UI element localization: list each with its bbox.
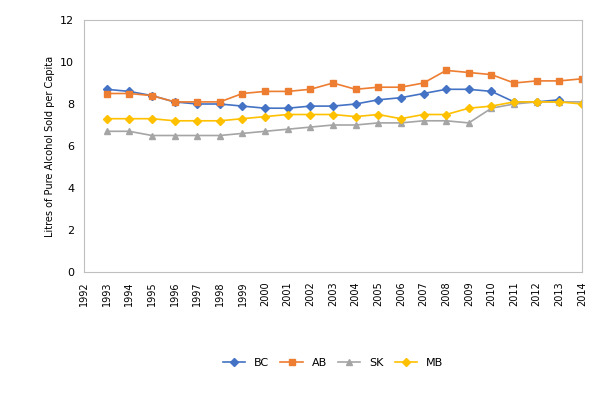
- MB: [374, 112, 382, 117]
- MB: [262, 114, 269, 119]
- Line: MB: MB: [104, 99, 585, 124]
- AB: [420, 81, 427, 86]
- BC: [533, 100, 541, 104]
- SK: [488, 106, 495, 111]
- SK: [374, 120, 382, 125]
- SK: [262, 129, 269, 134]
- AB: [374, 85, 382, 90]
- BC: [307, 104, 314, 108]
- SK: [216, 133, 223, 138]
- AB: [397, 85, 404, 90]
- SK: [465, 120, 472, 125]
- MB: [420, 112, 427, 117]
- BC: [465, 87, 472, 92]
- AB: [125, 91, 133, 96]
- AB: [511, 81, 518, 86]
- MB: [194, 118, 201, 123]
- SK: [420, 118, 427, 123]
- Y-axis label: Litres of Pure Alcohol Sold per Capita: Litres of Pure Alcohol Sold per Capita: [44, 56, 55, 236]
- MB: [284, 112, 292, 117]
- BC: [443, 87, 450, 92]
- SK: [284, 127, 292, 132]
- Line: BC: BC: [104, 86, 562, 111]
- Legend: BC, AB, SK, MB: BC, AB, SK, MB: [218, 353, 448, 372]
- AB: [216, 100, 223, 104]
- AB: [443, 68, 450, 73]
- BC: [511, 100, 518, 104]
- BC: [171, 100, 178, 104]
- BC: [374, 98, 382, 102]
- MB: [329, 112, 337, 117]
- AB: [352, 87, 359, 92]
- MB: [533, 100, 541, 104]
- MB: [125, 116, 133, 121]
- BC: [352, 102, 359, 106]
- SK: [125, 129, 133, 134]
- SK: [511, 102, 518, 106]
- AB: [239, 91, 246, 96]
- AB: [465, 70, 472, 75]
- MB: [443, 112, 450, 117]
- BC: [216, 102, 223, 106]
- BC: [194, 102, 201, 106]
- BC: [239, 104, 246, 108]
- AB: [284, 89, 292, 94]
- AB: [307, 87, 314, 92]
- AB: [262, 89, 269, 94]
- AB: [171, 100, 178, 104]
- SK: [556, 100, 563, 104]
- SK: [329, 122, 337, 127]
- SK: [443, 118, 450, 123]
- AB: [194, 100, 201, 104]
- MB: [239, 116, 246, 121]
- BC: [556, 98, 563, 102]
- MB: [352, 114, 359, 119]
- AB: [578, 76, 586, 81]
- BC: [284, 106, 292, 111]
- AB: [556, 78, 563, 83]
- SK: [239, 131, 246, 136]
- BC: [488, 89, 495, 94]
- AB: [148, 93, 155, 98]
- BC: [262, 106, 269, 111]
- SK: [148, 133, 155, 138]
- SK: [533, 100, 541, 104]
- SK: [307, 125, 314, 130]
- AB: [533, 78, 541, 83]
- SK: [103, 129, 110, 134]
- MB: [171, 118, 178, 123]
- MB: [397, 116, 404, 121]
- MB: [488, 104, 495, 108]
- Line: SK: SK: [104, 99, 585, 138]
- BC: [148, 93, 155, 98]
- BC: [329, 104, 337, 108]
- MB: [556, 100, 563, 104]
- AB: [103, 91, 110, 96]
- SK: [352, 122, 359, 127]
- SK: [194, 133, 201, 138]
- AB: [329, 81, 337, 86]
- BC: [125, 89, 133, 94]
- MB: [578, 102, 586, 106]
- MB: [307, 112, 314, 117]
- SK: [578, 100, 586, 104]
- BC: [103, 87, 110, 92]
- MB: [216, 118, 223, 123]
- MB: [465, 106, 472, 111]
- MB: [148, 116, 155, 121]
- MB: [103, 116, 110, 121]
- Line: AB: AB: [104, 68, 585, 105]
- BC: [397, 95, 404, 100]
- AB: [488, 72, 495, 77]
- BC: [420, 91, 427, 96]
- SK: [397, 120, 404, 125]
- SK: [171, 133, 178, 138]
- MB: [511, 100, 518, 104]
